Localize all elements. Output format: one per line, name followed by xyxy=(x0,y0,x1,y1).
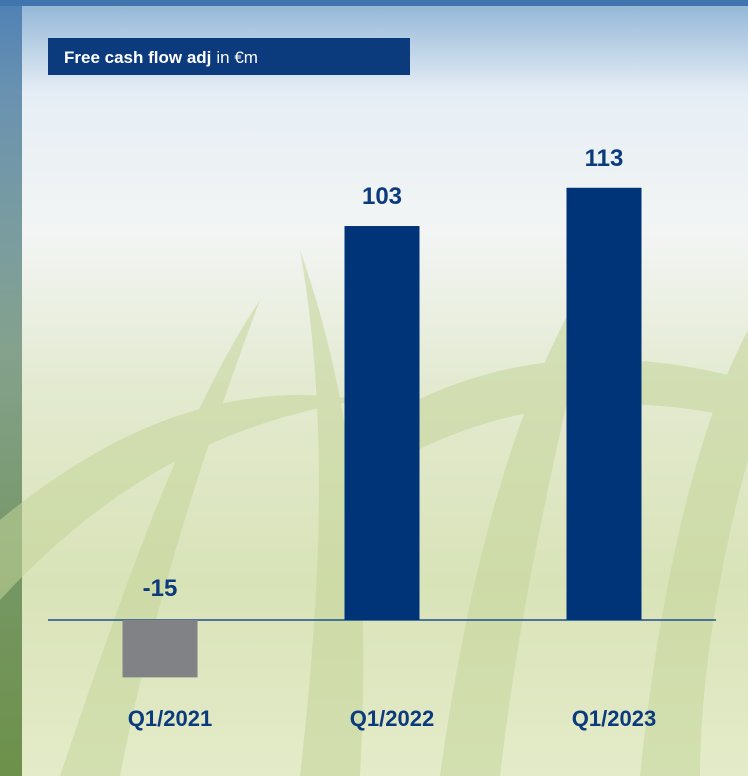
bar xyxy=(345,226,420,620)
x-tick-label: Q1/2021 xyxy=(128,706,212,731)
chart-title-group: Free cash flow adj in €m xyxy=(64,48,258,67)
top-edge xyxy=(0,0,748,6)
left-edge xyxy=(0,0,22,776)
bar xyxy=(123,620,198,677)
x-tick-label: Q1/2022 xyxy=(350,706,434,731)
value-label: 113 xyxy=(585,145,624,172)
x-tick-label: Q1/2023 xyxy=(572,706,656,731)
value-label: 103 xyxy=(362,183,402,210)
chart: Free cash flow adj in €m -15 Q1/2021 103 Q1/… xyxy=(0,0,748,776)
bar xyxy=(567,188,642,620)
chart-unit: in €m xyxy=(216,48,258,67)
value-label: -15 xyxy=(143,575,178,602)
chart-title: Free cash flow adj xyxy=(64,48,211,67)
